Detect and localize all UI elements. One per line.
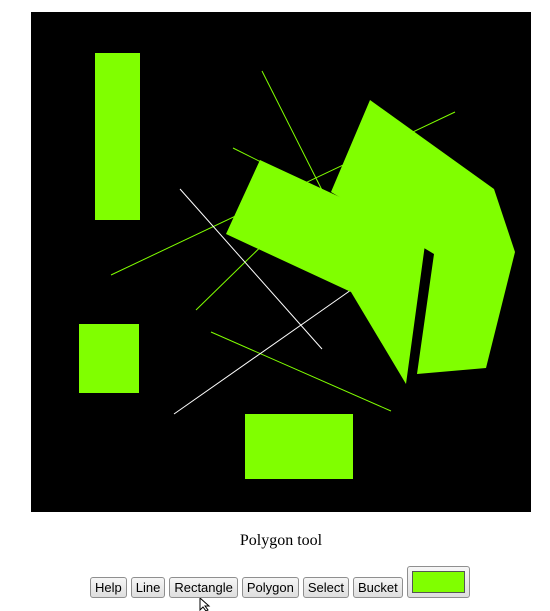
shape-line-white-2 (173, 289, 352, 415)
select-tool-button[interactable]: Select (302, 577, 349, 598)
arrow-cursor-icon (199, 598, 211, 611)
shape-rect-wide (245, 414, 353, 479)
status-text: Polygon tool (239, 532, 323, 549)
bucket-tool-button[interactable]: Bucket (353, 577, 403, 598)
shape-line-green-1 (261, 70, 328, 201)
canvas-drawing[interactable] (31, 12, 531, 512)
shape-rect-tall (95, 53, 140, 220)
toolbar: Help Line Rectangle Polygon Select Bucke… (90, 566, 470, 598)
shape-polygon-left (226, 160, 426, 384)
rectangle-tool-button[interactable]: Rectangle (169, 577, 238, 598)
color-picker-button[interactable] (406, 566, 470, 598)
drawing-canvas[interactable] (31, 12, 531, 512)
line-tool-button[interactable]: Line (130, 577, 166, 598)
polygon-tool-button[interactable]: Polygon (241, 577, 299, 598)
shape-line-white-1 (179, 188, 323, 350)
shape-rect-square (79, 324, 139, 393)
shape-line-green-5 (210, 331, 392, 412)
color-swatch (411, 571, 465, 593)
help-button[interactable]: Help (90, 577, 127, 598)
